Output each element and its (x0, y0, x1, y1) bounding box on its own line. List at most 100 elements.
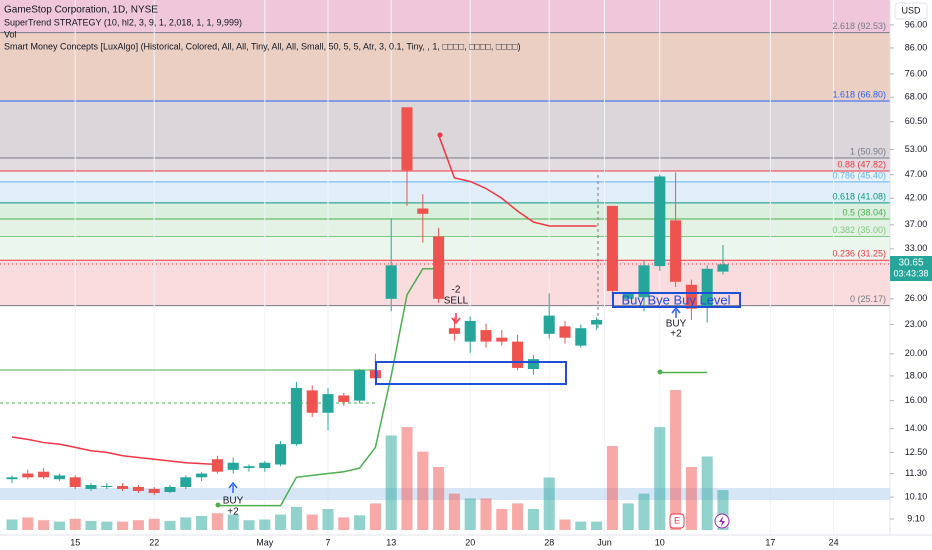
currency-button[interactable] (894, 2, 928, 20)
fib-label: 0.88 (47.82) (837, 159, 886, 169)
x-tick-label: 10 (655, 537, 665, 547)
candle-body (164, 486, 176, 492)
order-block (612, 292, 741, 308)
fib-band (0, 171, 890, 182)
volume-bar (527, 509, 539, 530)
candle-body (464, 320, 476, 342)
volume-bar (480, 498, 492, 530)
y-tick-label: 18.00 (905, 370, 928, 380)
candle-body (275, 444, 287, 465)
volume-bar (417, 451, 429, 530)
x-tick-label: 24 (829, 537, 839, 547)
fib-label: 0.5 (38.04) (842, 207, 886, 217)
volume-bar (385, 435, 397, 530)
candle-body (685, 284, 697, 309)
candle-body (338, 395, 350, 402)
y-tick-label: 96.00 (905, 19, 928, 29)
fib-label: 2.618 (92.53) (832, 21, 886, 31)
fib-label: 0 (25.17) (850, 294, 886, 304)
trend-start (437, 132, 443, 138)
volume-bar (354, 515, 366, 530)
candle-body (53, 475, 65, 480)
volume-bar (275, 514, 287, 530)
y-tick-label: 9.10 (907, 513, 925, 523)
volume-bar (338, 517, 350, 530)
candle-body (132, 486, 144, 491)
volume-bar (196, 516, 208, 530)
fib-labels: 0 (25.17) 0.236 (31.25) 0.382 (35.00) 0.5 (… (832, 21, 886, 304)
x-tick-label: 7 (325, 537, 330, 547)
volume-bar (401, 427, 413, 530)
volume-bar (53, 521, 65, 530)
supertrend (11, 134, 708, 507)
candle-body (654, 176, 666, 267)
candle-body (606, 205, 618, 291)
axes: 96.00 86.00 76.00 68.00 60.50 53.00 47.00 42.00… (70, 19, 927, 547)
y-tick-label: 12.50 (905, 447, 928, 457)
x-tick-label: 20 (465, 537, 475, 547)
fib-band (0, 181, 890, 203)
countdown: 03:43:38 (893, 268, 928, 278)
candle-body (354, 370, 366, 401)
y-tick-label: 76.00 (905, 68, 928, 78)
grid (74, 0, 835, 535)
candle-body (211, 459, 223, 472)
candle-body (417, 208, 429, 214)
trend-start (657, 369, 663, 375)
y-tick-label: 37.00 (905, 219, 928, 229)
candle-body (496, 337, 508, 342)
volume-bar (290, 506, 302, 530)
volume-bar (69, 518, 81, 530)
indicator-label: SuperTrend STRATEGY (10, hl2, 3, 9, 1, 2… (4, 17, 242, 27)
buy-arrow (228, 481, 238, 493)
candle-body (306, 390, 318, 413)
earnings-icon[interactable] (669, 513, 685, 529)
candle-body (701, 268, 713, 308)
order-block (375, 361, 567, 385)
y-tick-label: 20.00 (905, 348, 928, 358)
fib-band (0, 202, 890, 220)
fib-band (0, 236, 890, 261)
candle-body (591, 320, 603, 325)
candle-body (322, 394, 334, 413)
volume-bar (464, 498, 476, 530)
candle-body (717, 264, 729, 272)
indicator-label: Smart Money Concepts [LuxAlgo] (Historic… (4, 41, 521, 51)
currency: USD (901, 5, 921, 15)
volume-bar (433, 467, 445, 530)
signal-label: +2 (227, 507, 239, 518)
volume-bar (606, 446, 618, 530)
candle-body (527, 359, 539, 370)
candle-body (227, 462, 239, 470)
fib-label: 1.618 (66.80) (832, 89, 886, 99)
volume-bar (85, 520, 97, 530)
signal-label: BUY (666, 319, 687, 330)
volume-bar (6, 519, 18, 530)
volume-bar (322, 509, 334, 530)
x-tick-label: 28 (544, 537, 554, 547)
candle-body (6, 477, 18, 480)
fib-band (0, 0, 890, 33)
y-tick-label: 11.30 (905, 468, 927, 478)
candle-body (38, 471, 50, 478)
volume-bar (638, 493, 650, 530)
volume-bar (685, 467, 697, 530)
candle-body (401, 107, 413, 171)
fib-label: 1 (50.90) (850, 146, 886, 156)
y-tick-label: 14.00 (905, 423, 928, 433)
volume-bar (701, 456, 713, 530)
candle-body (85, 484, 97, 489)
x-tick-label: 13 (386, 537, 396, 547)
y-tick-label: 42.00 (905, 193, 928, 203)
signal-label: SELL (444, 296, 469, 307)
volume-bar (164, 520, 176, 530)
candle-body (670, 220, 682, 282)
candle-body (480, 330, 492, 342)
sell-arrow (451, 313, 461, 325)
candle-body (638, 265, 650, 298)
x-tick-label: 22 (149, 537, 159, 547)
supertrend-line (217, 268, 439, 507)
volume-bar (369, 503, 381, 530)
candle-body (22, 473, 34, 478)
volume-bar (622, 503, 634, 530)
